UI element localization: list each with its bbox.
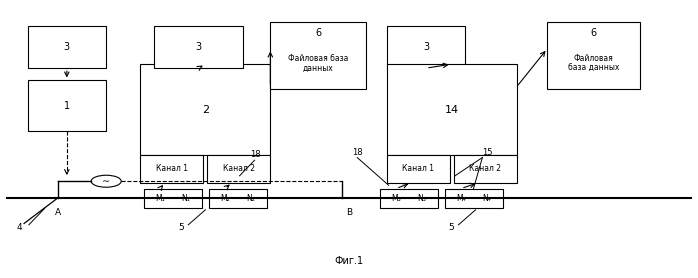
Text: N₃: N₃ <box>417 193 426 203</box>
Text: M₂: M₂ <box>220 193 230 203</box>
Text: M₃: M₃ <box>391 193 401 203</box>
Text: Канал 2: Канал 2 <box>469 165 501 173</box>
Bar <box>547 22 640 89</box>
Text: 2: 2 <box>202 105 209 115</box>
Bar <box>144 188 202 208</box>
Text: N₁: N₁ <box>181 193 190 203</box>
Bar <box>387 64 517 155</box>
Text: 14: 14 <box>445 105 459 115</box>
Text: 18: 18 <box>250 150 260 160</box>
Text: 5: 5 <box>449 223 454 232</box>
Text: A: A <box>55 208 61 217</box>
Text: ∼: ∼ <box>102 176 110 186</box>
Text: 6: 6 <box>315 28 321 38</box>
Text: M₄: M₄ <box>456 193 466 203</box>
Bar <box>454 155 517 183</box>
Bar <box>387 26 466 68</box>
Text: 15: 15 <box>482 148 493 157</box>
Text: 5: 5 <box>179 223 184 232</box>
Bar <box>209 188 267 208</box>
Bar <box>387 155 450 183</box>
Bar <box>27 26 106 68</box>
Bar <box>270 22 366 89</box>
Bar <box>207 155 270 183</box>
Text: Файловая
база данных: Файловая база данных <box>568 54 619 73</box>
Bar <box>140 155 203 183</box>
Text: 3: 3 <box>64 42 70 52</box>
Text: Фиг.1: Фиг.1 <box>334 256 364 266</box>
Text: 6: 6 <box>591 28 597 38</box>
Text: 3: 3 <box>195 42 202 52</box>
Bar <box>445 188 503 208</box>
Text: Канал 2: Канал 2 <box>223 165 255 173</box>
Text: M₁: M₁ <box>155 193 165 203</box>
Text: N₂: N₂ <box>246 193 255 203</box>
Text: 18: 18 <box>352 148 363 157</box>
Bar <box>380 188 438 208</box>
Text: N₄: N₄ <box>482 193 491 203</box>
Text: 4: 4 <box>17 223 22 232</box>
Text: 3: 3 <box>423 42 429 52</box>
Text: 1: 1 <box>64 101 70 111</box>
Text: B: B <box>346 208 352 217</box>
Text: Канал 1: Канал 1 <box>156 165 188 173</box>
Bar <box>27 80 106 131</box>
Bar <box>140 64 270 155</box>
Text: Файловая база
данных: Файловая база данных <box>288 54 348 73</box>
Text: Канал 1: Канал 1 <box>402 165 434 173</box>
Bar <box>154 26 243 68</box>
